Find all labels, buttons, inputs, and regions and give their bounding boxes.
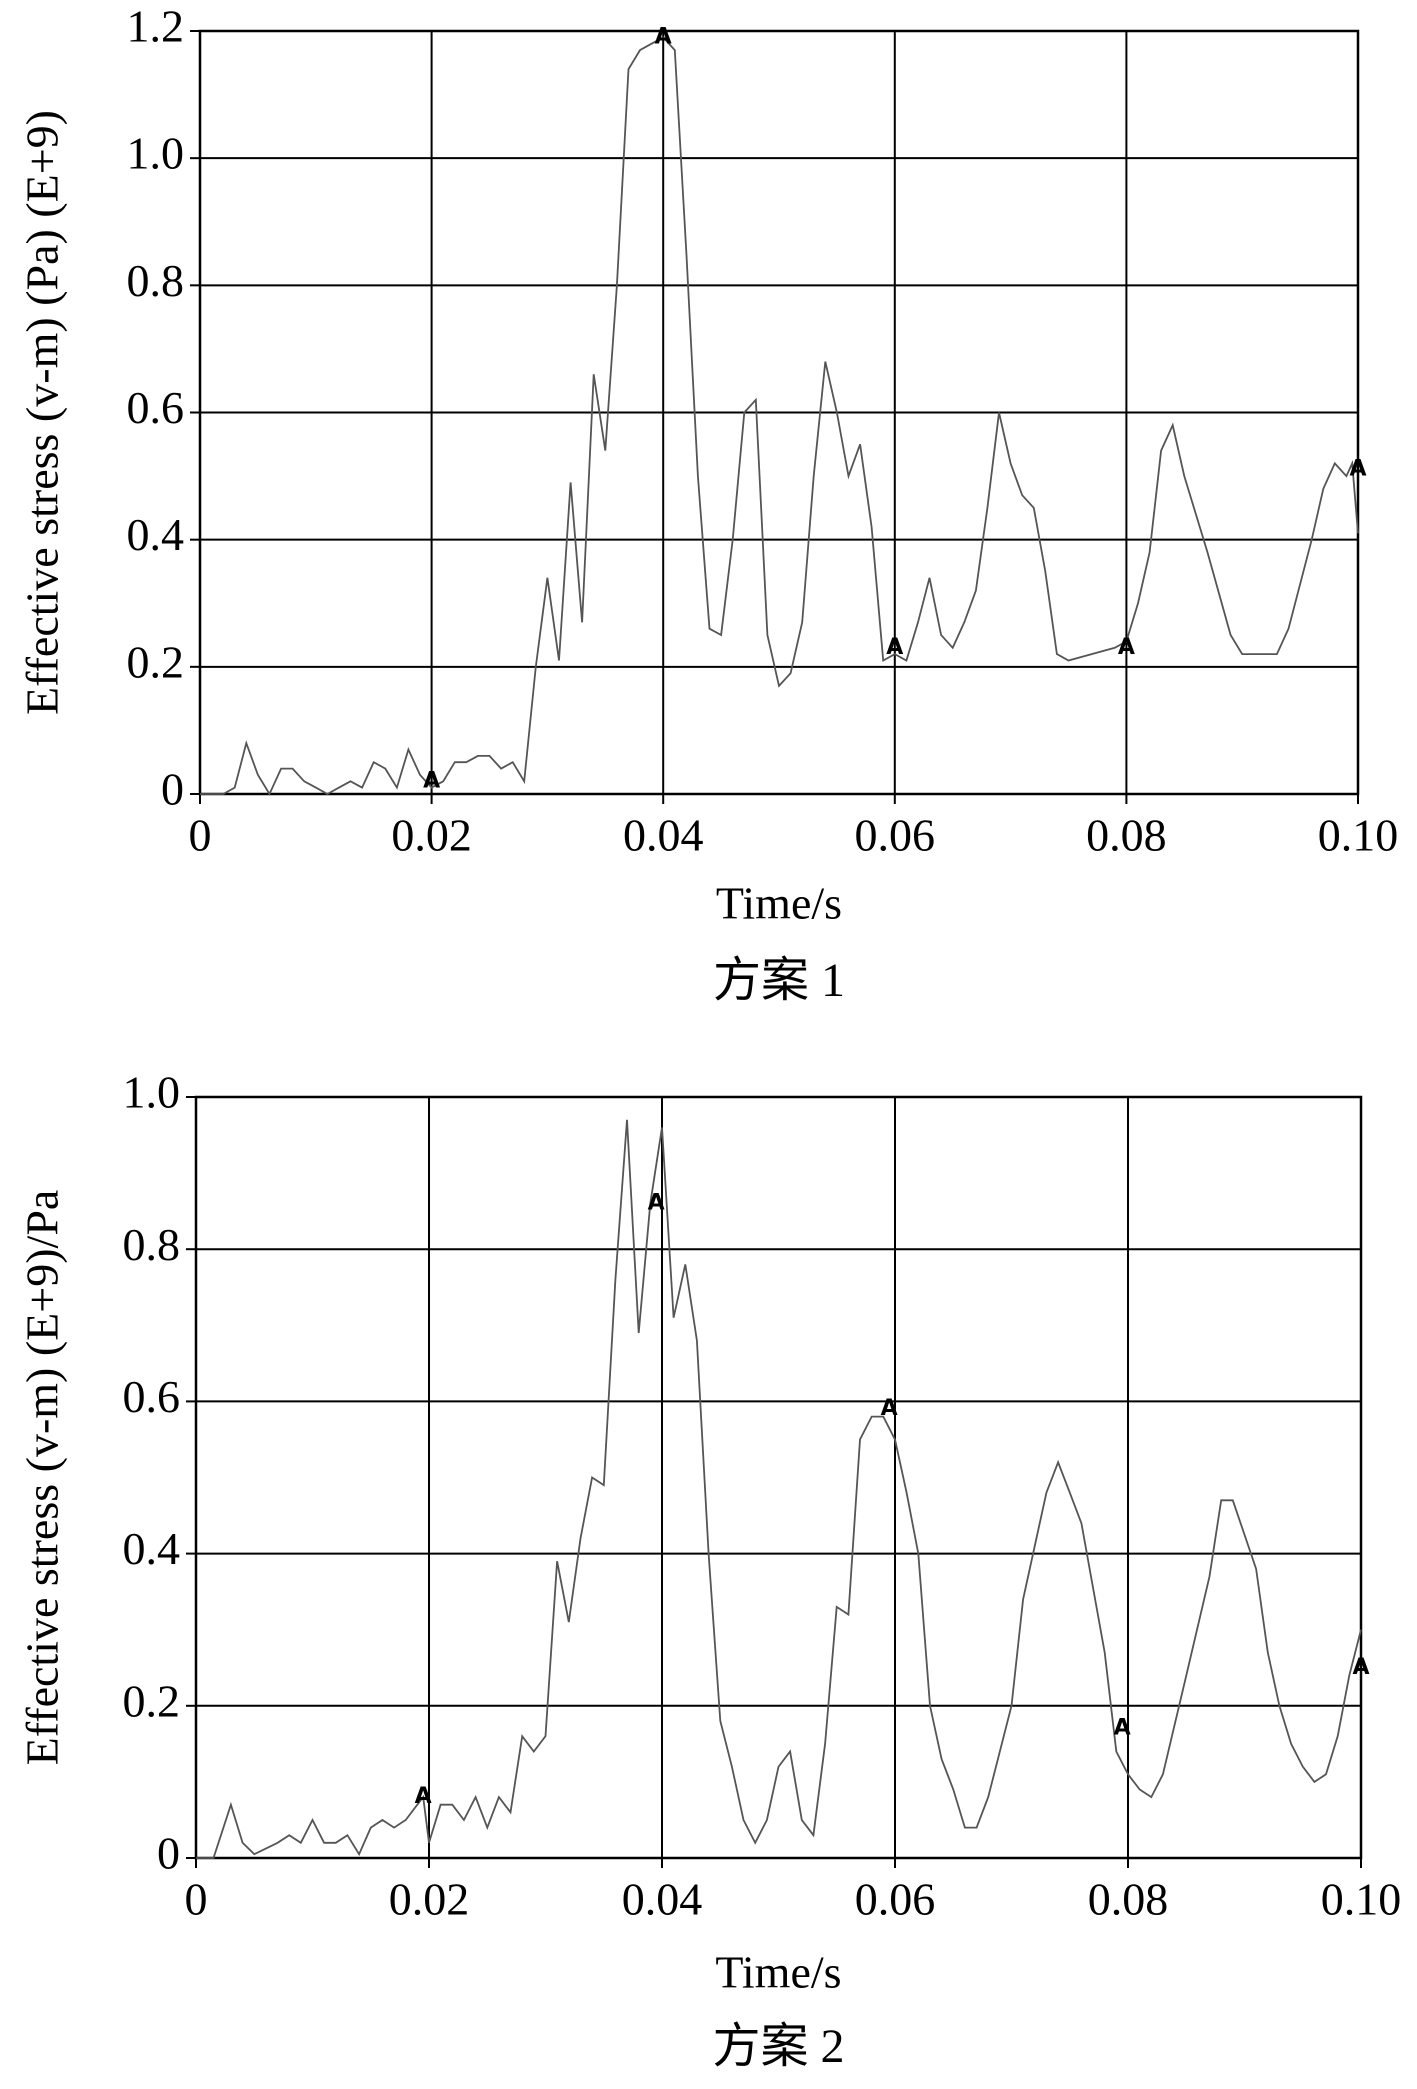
- y-tick-label: 0.8: [123, 1219, 181, 1270]
- x-tick-label: 0.10: [1318, 810, 1399, 861]
- data-line: [196, 1119, 1362, 1859]
- y-tick-label: 0: [161, 764, 184, 815]
- plot-frame: [194, 1095, 1363, 1860]
- y-tick-label: 0.8: [127, 255, 185, 306]
- marker-label: A: [648, 1191, 665, 1216]
- y-tick-label: 0.6: [123, 1371, 181, 1422]
- y-axis-title: Effective stress (v-m) (E+9)/Pa: [17, 1190, 68, 1766]
- y-tick-label: 0.6: [127, 382, 185, 433]
- marker-label: A: [1352, 1655, 1369, 1680]
- marker-label: A: [881, 1396, 898, 1421]
- y-tick-label: 0.4: [123, 1523, 181, 1574]
- marker-label: A: [1114, 1716, 1131, 1741]
- marker-label: A: [655, 24, 672, 49]
- marker-label: A: [886, 635, 903, 660]
- x-axis-title: Time/s: [715, 1947, 841, 1998]
- y-tick-label: 1.2: [127, 1, 185, 52]
- y-tick-label: 1.0: [127, 128, 185, 179]
- marker-label: A: [1349, 457, 1366, 482]
- y-tick-label: 0.2: [127, 636, 185, 687]
- x-tick-label: 0.02: [391, 810, 472, 861]
- x-tick-label: 0.04: [623, 810, 704, 861]
- x-axis-title: Time/s: [716, 878, 842, 929]
- x-tick-label: 0.06: [855, 810, 936, 861]
- y-axis-title: Effective stress (v-m) (Pa) (E+9): [17, 110, 68, 715]
- x-tick-label: 0: [189, 810, 212, 861]
- caption: 方案 2: [712, 2020, 844, 2073]
- marker-label: A: [415, 1784, 432, 1809]
- y-tick-label: 1.0: [123, 1067, 181, 1118]
- x-tick-label: 0.08: [1086, 810, 1167, 861]
- x-tick-label: 0.10: [1321, 1874, 1402, 1925]
- y-tick-label: 0: [157, 1828, 180, 1879]
- x-tick-label: 0: [185, 1874, 208, 1925]
- marker-label: A: [1118, 635, 1135, 660]
- x-tick-label: 0.08: [1088, 1874, 1169, 1925]
- y-tick-label: 0.4: [127, 509, 185, 560]
- x-tick-label: 0.02: [389, 1874, 470, 1925]
- marker-label: A: [423, 768, 440, 793]
- x-tick-label: 0.06: [855, 1874, 936, 1925]
- x-tick-label: 0.04: [622, 1874, 703, 1925]
- caption: 方案 1: [713, 954, 845, 1007]
- plot-frame: [198, 29, 1360, 796]
- data-line: [200, 36, 1359, 796]
- y-tick-label: 0.2: [123, 1675, 181, 1726]
